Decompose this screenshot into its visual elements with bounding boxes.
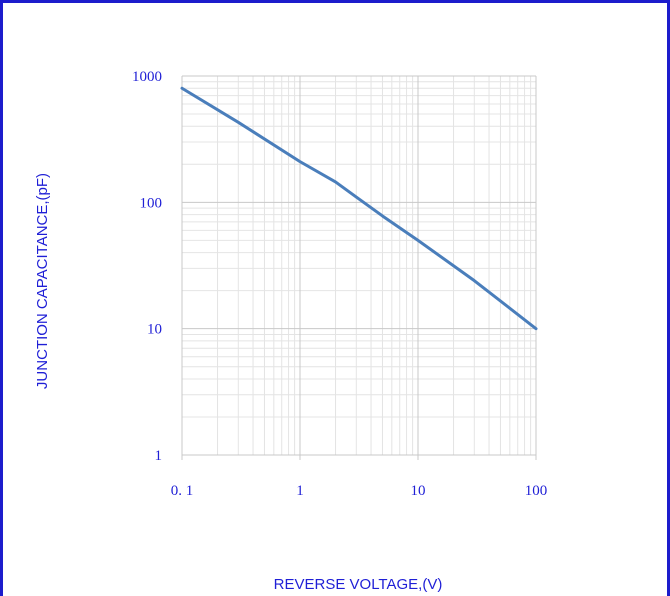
x-tick-label: 1 [296, 483, 304, 499]
y-tick-labels: 1 10 100 1000 [132, 69, 162, 464]
x-tick-label: 10 [411, 483, 426, 499]
y-tick-label: 100 [140, 195, 163, 211]
plot-series [180, 86, 538, 331]
x-axis-title: REVERSE VOLTAGE,(V) [274, 576, 443, 593]
major-grid [181, 75, 537, 460]
y-tick-label: 1000 [132, 69, 162, 85]
x-tick-labels: 0. 1 1 10 100 [171, 483, 548, 499]
minor-grid [182, 76, 536, 455]
x-tick-label: 0. 1 [171, 483, 194, 499]
x-tick-label: 100 [525, 483, 548, 499]
y-axis-title: JUNCTION CAPACITANCE,(pF) [34, 173, 51, 389]
capacitance-curve-line [180, 86, 538, 331]
y-tick-label: 10 [147, 322, 162, 338]
y-tick-label: 1 [155, 448, 163, 464]
